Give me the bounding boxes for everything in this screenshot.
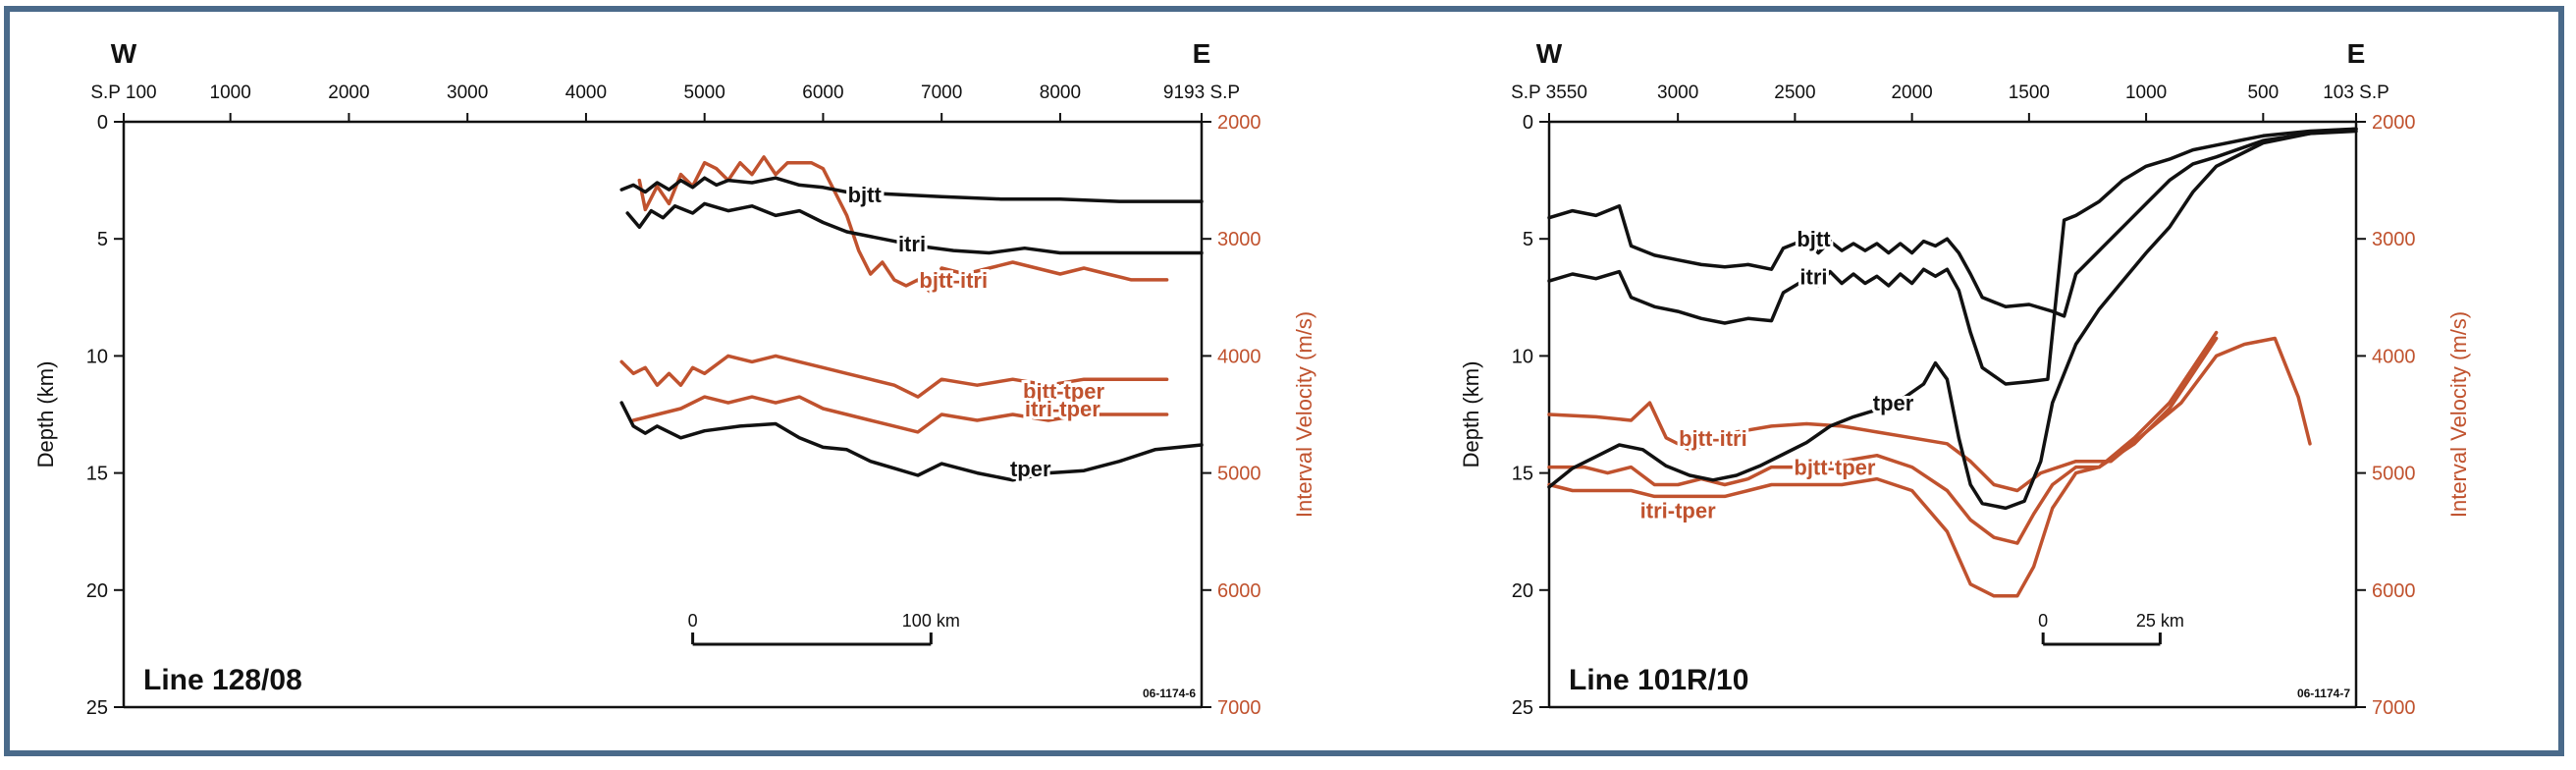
series-label-bjtt: bjtt [1797, 227, 1831, 251]
series-label-tper: tper [1873, 391, 1914, 415]
y-tick-label: 0 [97, 112, 108, 134]
y-tick-label: 10 [86, 346, 108, 367]
series-label-itri-tper: itri-tper [1640, 499, 1716, 523]
panel-line-101r-10: W ES.P 3550 3000 2500 2000 1500 1000 500 103 S.P… [1459, 38, 2471, 719]
series-line-tper [619, 401, 1204, 482]
series-label-itri: itri [1799, 264, 1827, 289]
series-label-itri-tper: itri-tper [1025, 397, 1100, 421]
series-label-tper: tper [1010, 457, 1051, 481]
y-tick-label: 25 [1512, 697, 1533, 719]
series-line-bjtt [1547, 129, 2358, 318]
x-tick-label: 9193 S.P [1163, 82, 1240, 103]
panel-line-128-08: W ES.P 100 1000 2000 3000 4000 5000 6000 7000 800… [33, 38, 1316, 719]
x-tick-label: 6000 [802, 82, 843, 103]
series-line-itri [625, 201, 1204, 255]
series-label-bjtt-tper: bjtt-tper [1023, 379, 1105, 404]
series-line-tper [1547, 127, 2358, 511]
panel-title: Line 101R/10 [1569, 664, 1748, 696]
figure-frame [4, 6, 2564, 756]
x-tick-label: 1000 [2125, 82, 2167, 103]
x-tick-label: S.P 100 [90, 82, 156, 103]
depth-axis-title: Depth (km) [33, 361, 58, 468]
series-line-itri-tper [631, 395, 1169, 434]
scale-bar-start-label: 0 [688, 611, 698, 631]
x-tick-label: 500 [2247, 82, 2279, 103]
figure-code: 06-1174-6 [1143, 687, 1196, 700]
series-line-bjtt-itri [637, 155, 1169, 294]
figure-code: 06-1174-7 [2297, 687, 2350, 700]
y-tick-label: 0 [1523, 112, 1533, 134]
x-tick-label: 2500 [1774, 82, 1815, 103]
x-tick-label: 5000 [684, 82, 725, 103]
series-label-bjtt-itri: bjtt-itri [1679, 426, 1747, 451]
series-line-bjtt-itri [1547, 336, 2312, 493]
x-tick-label: 2000 [1891, 82, 1932, 103]
x-tick-label: 1000 [210, 82, 251, 103]
y-tick-label: 10 [1512, 346, 1533, 367]
series-line-itri-tper [1547, 336, 2219, 598]
y-tick-label: 20 [1512, 580, 1533, 602]
scale-bar-start-label: 0 [2038, 611, 2048, 631]
velocity-axis-title: Interval Velocity (m/s) [2446, 311, 2471, 518]
direction-label-right: E [1193, 38, 1211, 69]
series-label-itri: itri [898, 232, 926, 256]
x-tick-label: 103 S.P [2323, 82, 2389, 103]
x-tick-label: 3000 [447, 82, 488, 103]
scale-bar-end-label: 25 km [2136, 611, 2184, 631]
y2-tick-label: 7000 [2372, 697, 2416, 719]
y-tick-label: 20 [86, 580, 108, 602]
series-line-bjtt [619, 176, 1204, 203]
series-label-bjtt: bjtt [848, 183, 883, 207]
x-tick-label: 3000 [1657, 82, 1698, 103]
direction-label-left: W [111, 38, 137, 69]
series-line-bjtt-tper [619, 354, 1169, 399]
y-tick-label: 25 [86, 697, 108, 719]
velocity-axis-title: Interval Velocity (m/s) [1292, 311, 1316, 518]
series-label-bjtt-tper: bjtt-tper [1794, 456, 1876, 480]
depth-axis-title: Depth (km) [1459, 361, 1483, 468]
panel-title: Line 128/08 [143, 664, 302, 696]
y-tick-label: 5 [97, 229, 108, 250]
y2-tick-label: 2000 [2372, 112, 2416, 134]
x-tick-label: 7000 [921, 82, 962, 103]
series-label-bjtt-itri: bjtt-itri [919, 268, 988, 293]
y2-tick-label: 3000 [1217, 229, 1261, 250]
scale-bar-end-label: 100 km [902, 611, 960, 631]
y-tick-label: 15 [1512, 464, 1533, 485]
y2-tick-label: 2000 [1217, 112, 1261, 134]
y2-tick-label: 5000 [1217, 464, 1261, 485]
direction-label-right: E [2347, 38, 2366, 69]
y2-tick-label: 6000 [2372, 580, 2416, 602]
y2-tick-label: 4000 [1217, 346, 1261, 367]
x-tick-label: 4000 [565, 82, 607, 103]
y-tick-label: 15 [86, 464, 108, 485]
y-tick-label: 5 [1523, 229, 1533, 250]
x-tick-label: 8000 [1040, 82, 1081, 103]
series-line-itri [1547, 127, 2358, 386]
y2-tick-label: 4000 [2372, 346, 2416, 367]
y2-tick-label: 3000 [2372, 229, 2416, 250]
y2-tick-label: 7000 [1217, 697, 1261, 719]
x-tick-label: 1500 [2009, 82, 2050, 103]
y2-tick-label: 6000 [1217, 580, 1261, 602]
x-tick-label: 2000 [328, 82, 369, 103]
y2-tick-label: 5000 [2372, 464, 2416, 485]
x-tick-label: S.P 3550 [1511, 82, 1587, 103]
direction-label-left: W [1536, 38, 1563, 69]
